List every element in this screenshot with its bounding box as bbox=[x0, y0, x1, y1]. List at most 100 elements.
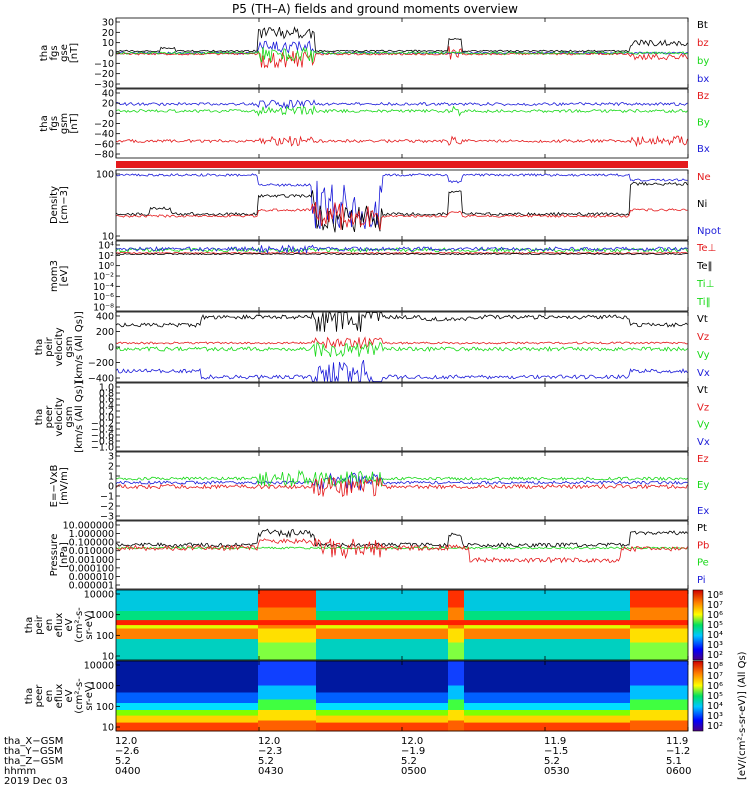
spectrogram-cell bbox=[392, 710, 394, 717]
spectrogram-cell bbox=[330, 715, 332, 724]
spectrogram-cell bbox=[440, 661, 442, 693]
spectrogram-cell bbox=[398, 590, 400, 612]
spectrogram-cell bbox=[460, 607, 462, 629]
spectrogram-cell bbox=[570, 722, 572, 732]
spectrogram-cell bbox=[328, 661, 330, 693]
spectrogram-cell bbox=[116, 611, 118, 622]
spectrogram-cell bbox=[268, 590, 270, 608]
spectrogram-cell bbox=[356, 639, 358, 661]
spectrogram-cell bbox=[204, 710, 206, 717]
spectrogram-cell bbox=[192, 661, 194, 693]
ephemeris-value: 12.0 bbox=[401, 736, 424, 747]
y-axis-label: gse bbox=[59, 44, 70, 62]
spectrogram-cell bbox=[318, 661, 320, 693]
spectrogram-cell bbox=[246, 692, 248, 704]
spectrogram-cell bbox=[548, 703, 550, 711]
spectrogram-cell bbox=[242, 628, 244, 640]
spectrogram-cell bbox=[154, 710, 156, 717]
spectrogram-cell bbox=[170, 590, 172, 612]
spectrogram-cell bbox=[352, 703, 354, 711]
spectrogram-cell bbox=[370, 692, 372, 704]
spectrogram-cell bbox=[600, 710, 602, 717]
spectrogram-cell bbox=[134, 692, 136, 704]
spectrogram-cell bbox=[202, 628, 204, 640]
spectrogram-cell bbox=[386, 639, 388, 661]
spectrogram-cell bbox=[452, 628, 454, 643]
spectrogram-cell bbox=[220, 628, 222, 640]
spectrogram-cell bbox=[536, 710, 538, 717]
spectrogram-cell bbox=[188, 621, 190, 629]
spectrogram-cell bbox=[160, 621, 162, 629]
spectrogram-cell bbox=[146, 590, 148, 612]
spectrogram-cell bbox=[270, 699, 272, 711]
spectrogram-cell bbox=[332, 692, 334, 704]
spectrogram-cell bbox=[370, 661, 372, 693]
spectrogram-cell bbox=[202, 611, 204, 622]
spectrogram-cell bbox=[344, 722, 346, 732]
spectrogram-cell bbox=[598, 661, 600, 693]
spectrogram-cell bbox=[620, 715, 622, 724]
spectrogram-cell bbox=[134, 621, 136, 629]
spectrogram-cell bbox=[300, 710, 302, 721]
spectrogram-cell bbox=[658, 661, 660, 686]
y-tick-label: 100 bbox=[96, 702, 114, 713]
spectrogram-cell bbox=[684, 710, 686, 721]
spectrogram-cell bbox=[126, 628, 128, 640]
spectrogram-cell bbox=[442, 611, 444, 622]
spectrogram-cell bbox=[326, 661, 328, 693]
y-axis-label: tha bbox=[39, 115, 50, 131]
spectrogram-cell bbox=[372, 621, 374, 629]
spectrogram-cell bbox=[504, 611, 506, 622]
spectrogram-cell bbox=[400, 715, 402, 724]
spectrogram-cell bbox=[414, 692, 416, 704]
spectrogram-cell bbox=[480, 722, 482, 732]
spectrogram-cell bbox=[468, 661, 470, 693]
spectrogram-cell bbox=[120, 661, 122, 693]
spectrogram-cell bbox=[678, 607, 680, 629]
spectrogram-cell bbox=[246, 621, 248, 629]
spectrogram-cell bbox=[618, 703, 620, 711]
spectrogram-cell bbox=[316, 611, 318, 622]
spectrogram-cell bbox=[440, 692, 442, 704]
spectrogram-cell bbox=[286, 642, 288, 661]
spectrogram-cell bbox=[364, 590, 366, 612]
spectrogram-cell bbox=[468, 703, 470, 711]
spectrogram-cell bbox=[582, 621, 584, 629]
spectrogram-cell bbox=[616, 661, 618, 693]
spectrogram-cell bbox=[474, 621, 476, 629]
spectrogram-cell bbox=[128, 661, 130, 693]
spectrogram-cell bbox=[232, 621, 234, 629]
spectrogram-cell bbox=[156, 628, 158, 640]
spectrogram-cell bbox=[188, 661, 190, 693]
spectrogram-cell bbox=[350, 661, 352, 693]
spectrogram-cell bbox=[296, 685, 298, 700]
legend-entry: Pe bbox=[697, 558, 709, 569]
spectrogram-cell bbox=[472, 703, 474, 711]
spectrogram-cell bbox=[480, 710, 482, 717]
spectrogram-cell bbox=[186, 692, 188, 704]
spectrogram-cell bbox=[656, 720, 658, 732]
spectrogram-cell bbox=[674, 710, 676, 721]
spectrogram-cell bbox=[414, 590, 416, 612]
spectrogram-cell bbox=[338, 703, 340, 711]
spectrogram-cell bbox=[496, 710, 498, 717]
spectrogram-cell bbox=[582, 710, 584, 717]
spectrogram-cell bbox=[406, 722, 408, 732]
spectrogram-cell bbox=[234, 628, 236, 640]
spectrogram-cell bbox=[116, 661, 118, 693]
y-axis-label: [nT] bbox=[69, 113, 80, 133]
spectrogram-cell bbox=[170, 703, 172, 711]
spectrogram-cell bbox=[414, 628, 416, 640]
spectrogram-cell bbox=[540, 722, 542, 732]
spectrogram-cell bbox=[434, 710, 436, 717]
spectrogram-cell bbox=[162, 661, 164, 693]
spectrogram-cell bbox=[384, 692, 386, 704]
spectrogram-cell bbox=[412, 621, 414, 629]
spectrogram-cell bbox=[322, 628, 324, 640]
spectrogram-cell bbox=[566, 661, 568, 693]
spectrogram-cell bbox=[140, 611, 142, 622]
spectrogram-cell bbox=[376, 692, 378, 704]
spectrogram-cell bbox=[352, 715, 354, 724]
spectrogram-cell bbox=[226, 692, 228, 704]
spectrogram-cell bbox=[396, 590, 398, 612]
